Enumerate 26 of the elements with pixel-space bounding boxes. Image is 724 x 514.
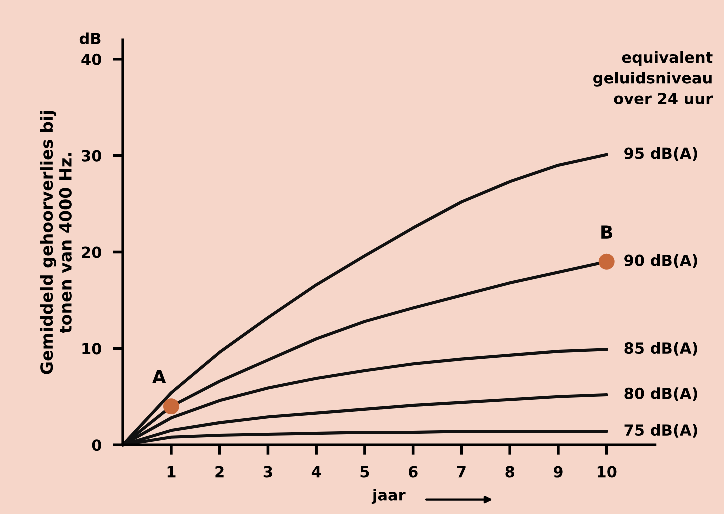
series-label: 90 dB(A): [624, 254, 698, 268]
annotation: equivalent geluidsniveau over 24 uur: [594, 51, 714, 105]
y-tick-label: 20: [82, 246, 102, 258]
x-tick-label: 9: [554, 466, 563, 478]
y-tick-label: 40: [82, 54, 102, 66]
x-axis-title: jaar: [372, 489, 406, 504]
y-tick-label: 10: [82, 343, 102, 355]
series-label: 80 dB(A): [624, 388, 698, 402]
x-tick-label: 3: [264, 466, 272, 478]
x-tick-label: 10: [598, 466, 617, 478]
y-tick-label: 30: [82, 150, 102, 162]
annotation: A: [152, 370, 166, 384]
x-tick-label: 2: [216, 466, 224, 478]
series-label: 85 dB(A): [624, 342, 698, 356]
x-tick-label: 1: [168, 466, 176, 478]
series-label: 75 dB(A): [624, 424, 698, 438]
series-label: 95 dB(A): [624, 147, 698, 162]
text: dB: [80, 32, 101, 45]
y-axis-title: Gemiddeld gehoorverlies bij tonen van 4000 Hz.: [40, 111, 72, 374]
x-tick-label: 4: [312, 466, 322, 478]
x-tick-label: 5: [360, 466, 370, 478]
x-tick-label: 8: [506, 466, 514, 478]
annotation: B: [602, 226, 612, 239]
x-tick-label: 6: [408, 466, 418, 478]
y-tick-label: 0: [92, 440, 102, 452]
x-tick-label: 7: [457, 466, 466, 478]
